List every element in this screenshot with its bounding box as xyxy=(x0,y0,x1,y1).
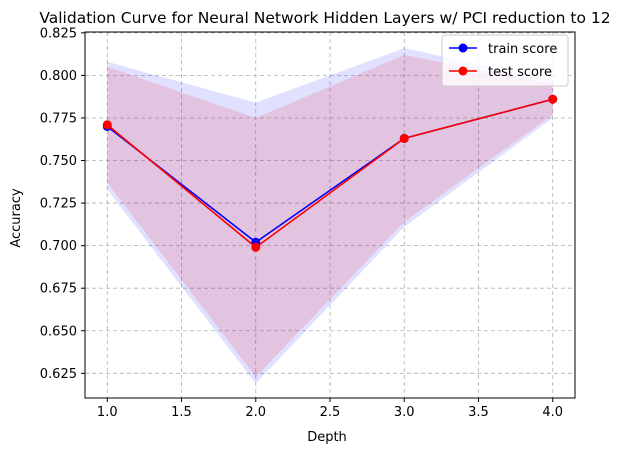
x-tick-label: 4.0 xyxy=(542,405,563,420)
x-tick-label: 2.5 xyxy=(320,405,341,420)
y-tick-label: 0.725 xyxy=(40,197,77,212)
legend-test-marker xyxy=(458,66,468,76)
y-tick-label: 0.825 xyxy=(40,26,77,41)
data-point-test xyxy=(102,120,112,130)
y-tick-label: 0.800 xyxy=(40,69,77,84)
y-tick-label: 0.700 xyxy=(40,239,77,254)
data-point-test xyxy=(251,242,261,252)
x-tick-label: 2.0 xyxy=(245,405,266,420)
y-axis-title: Accuracy xyxy=(9,188,24,248)
data-point-test xyxy=(548,94,558,104)
legend-train-marker xyxy=(458,43,468,53)
data-point-test xyxy=(399,133,409,143)
x-tick-label: 1.5 xyxy=(171,405,192,420)
x-tick-label: 3.5 xyxy=(468,405,489,420)
confidence-band-train xyxy=(107,48,553,384)
legend: train score test score xyxy=(441,34,569,87)
confidence-bands xyxy=(107,48,553,384)
x-tick-label: 1.0 xyxy=(97,405,118,420)
axis-ticks: 1.0 1.5 2.0 2.5 3.0 3.5 4.0 0.625 0.650 0.675 0.70… xyxy=(40,26,563,420)
x-axis-title: Depth xyxy=(307,430,347,445)
x-tick-label: 3.0 xyxy=(394,405,415,420)
y-tick-label: 0.775 xyxy=(40,111,77,126)
legend-train-label: train score xyxy=(488,42,557,57)
y-tick-label: 0.650 xyxy=(40,324,77,339)
legend-test-label: test score xyxy=(488,65,552,80)
y-tick-label: 0.675 xyxy=(40,282,77,297)
series-lines xyxy=(102,94,558,252)
series-line-test xyxy=(106,98,553,249)
y-tick-label: 0.750 xyxy=(40,154,77,169)
y-tick-label: 0.625 xyxy=(40,367,77,382)
chart-title: Validation Curve for Neural Network Hidd… xyxy=(39,9,610,27)
confidence-band-test xyxy=(107,54,553,377)
